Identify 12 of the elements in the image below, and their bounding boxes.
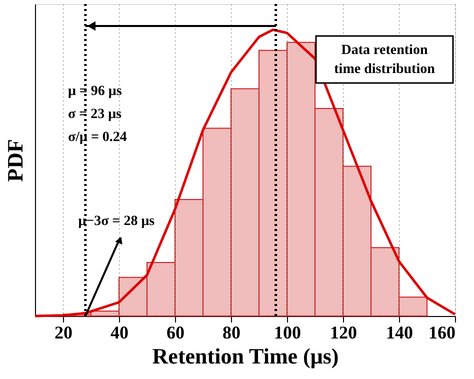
x-tick-label: 140	[386, 322, 413, 342]
x-tick-label: 160	[428, 322, 456, 342]
x-tick-label: 20	[54, 322, 72, 342]
annotation: μ−3σ = 28 μs	[78, 214, 156, 229]
x-tick-label: 120	[330, 322, 357, 342]
x-tick-label: 80	[222, 322, 240, 342]
x-axis-title: Retention Time (μs)	[152, 344, 339, 368]
x-tick-label: 100	[274, 322, 301, 342]
x-tick-label: 40	[110, 322, 128, 342]
annotation: Data retention time distribution	[334, 43, 436, 77]
y-axis-title: PDF	[2, 139, 28, 182]
x-tick-label: 60	[166, 322, 184, 342]
